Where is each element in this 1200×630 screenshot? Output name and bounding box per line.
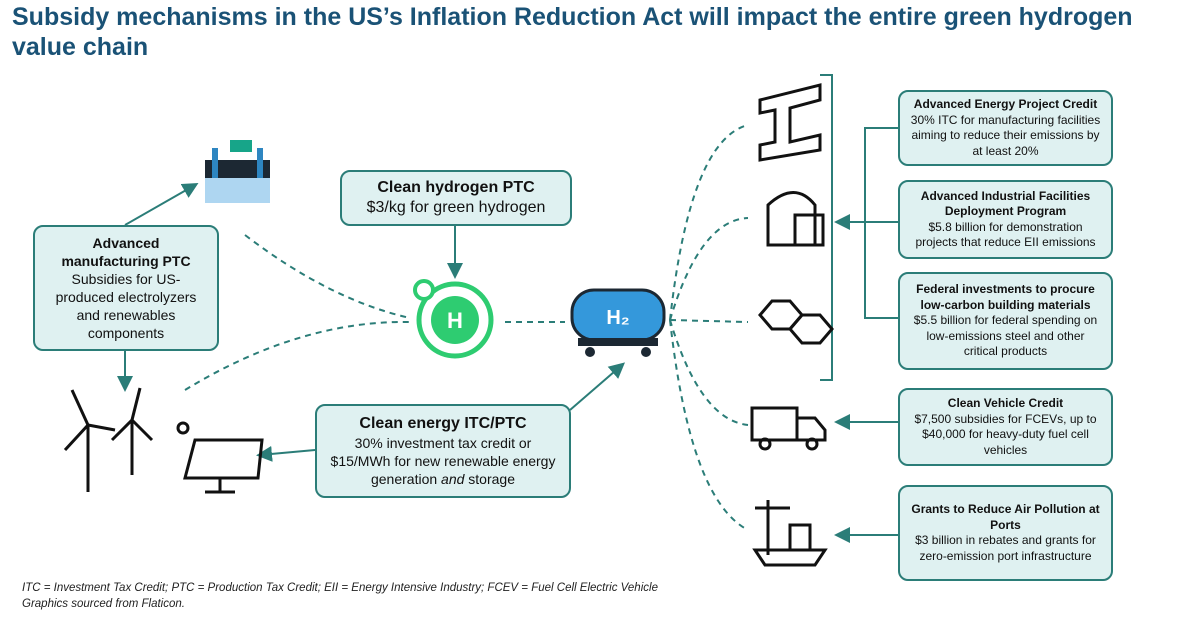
tank-label: H₂ xyxy=(606,307,629,329)
info-box: Clean Vehicle Credit $7,500 subsidies for… xyxy=(898,388,1113,466)
box-body: $5.5 billion for federal spending on low… xyxy=(913,313,1098,359)
hydrogen-label: H xyxy=(447,308,463,333)
info-box: Advanced Energy Project Credit 30% ITC fo… xyxy=(898,90,1113,166)
dashed-flows xyxy=(184,124,749,531)
arrows xyxy=(117,74,898,543)
box-title: Clean Vehicle Credit xyxy=(947,396,1064,410)
box-body: $5.8 billion for demonstration projects … xyxy=(915,219,1096,250)
info-box: Clean hydrogen PTC $3/kg for green hydro… xyxy=(340,170,572,226)
box-title: Advanced Energy Project Credit xyxy=(913,97,1098,111)
body-text: 30% investment tax credit or $15/MWh for… xyxy=(330,435,556,487)
box-body: $7,500 subsidies for FCEVs, up to $40,00… xyxy=(914,411,1097,457)
info-box: Advanced Industrial Facilities Deploymen… xyxy=(898,180,1113,259)
renewables-icons xyxy=(63,387,264,494)
box-title: Advanced manufacturing PTC xyxy=(61,235,191,269)
box-body: Subsidies for US-produced electrolyzers … xyxy=(55,271,197,341)
box-title: Clean hydrogen PTC xyxy=(377,179,535,196)
box-body: 30% ITC for manufacturing facilities aim… xyxy=(910,112,1101,158)
box-body: $3 billion in rebates and grants for zer… xyxy=(915,533,1096,563)
footnote: ITC = Investment Tax Credit; PTC = Produ… xyxy=(22,582,658,594)
info-box: Federal investments to procure low-carbo… xyxy=(898,272,1113,370)
box-title: Grants to Reduce Air Pollution at Ports xyxy=(911,502,1100,532)
body-emphasis: and xyxy=(441,471,465,487)
electrolyzer-icon xyxy=(205,140,270,203)
box-title: Advanced Industrial Facilities Deploymen… xyxy=(920,188,1091,219)
info-box: Grants to Reduce Air Pollution at Ports $… xyxy=(898,485,1113,581)
sector-icons xyxy=(750,83,834,567)
tank-icon: H₂ xyxy=(570,288,666,357)
title: Subsidy mechanisms in the US’s Inflation… xyxy=(12,3,1133,61)
box-title: Federal investments to procure low-carbo… xyxy=(916,282,1095,312)
info-box: Advanced manufacturing PTC Subsidies for… xyxy=(33,225,219,351)
box-title: Clean energy ITC/PTC xyxy=(359,415,527,432)
box-body: $3/kg for green hydrogen xyxy=(366,199,546,216)
box-body: 30% investment tax credit or $15/MWh for… xyxy=(325,434,561,488)
footnote: Graphics sourced from Flaticon. xyxy=(22,598,185,610)
body-text: storage xyxy=(464,471,515,487)
hydrogen-icon: H xyxy=(413,279,494,359)
info-box: Clean energy ITC/PTC 30% investment tax … xyxy=(315,404,571,498)
